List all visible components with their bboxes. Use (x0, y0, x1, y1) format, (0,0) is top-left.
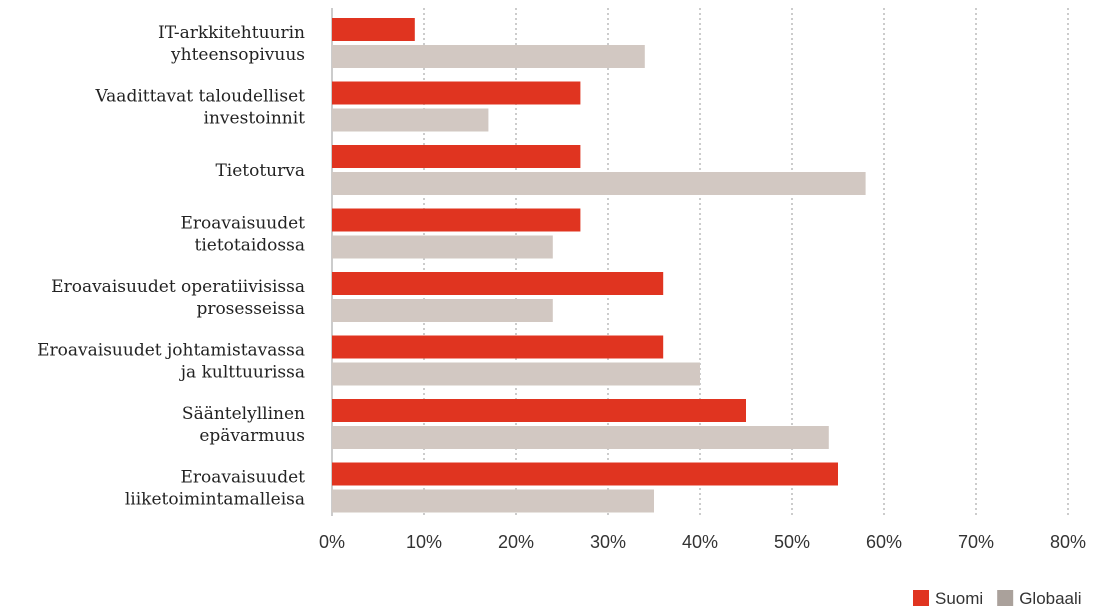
category-label-5-line-1: ja kulttuurissa (179, 363, 305, 383)
x-tick-label-20: 20% (498, 532, 534, 552)
bar-suomi-6 (332, 399, 746, 422)
x-tick-label-30: 30% (590, 532, 626, 552)
category-label-5-line-0: Eroavaisuudet johtamistavassa (37, 341, 305, 361)
bar-globaali-1 (332, 108, 489, 132)
x-tick-label-60: 60% (866, 532, 902, 552)
x-tick-label-80: 80% (1050, 532, 1086, 552)
x-tick-label-70: 70% (958, 532, 994, 552)
bar-globaali-7 (332, 489, 654, 513)
x-tick-label-0: 0% (319, 532, 345, 552)
category-label-4-line-1: prosesseissa (196, 299, 305, 319)
bar-suomi-4 (332, 272, 664, 295)
category-label-2-line-0: Tietoturva (215, 161, 305, 181)
category-label-3-line-0: Eroavaisuudet (181, 214, 306, 234)
bar-globaali-2 (332, 172, 866, 195)
category-label-6-line-0: Sääntelyllinen (182, 404, 305, 424)
legend-swatch-suomi (913, 590, 929, 606)
x-axis-ticks: 0% 10% 20% 30% 40% 50% 60% 70% 80% (319, 532, 1086, 552)
category-label-7-line-0: Eroavaisuudet (181, 468, 306, 488)
legend: Suomi Globaali (913, 589, 1082, 608)
bar-suomi-3 (332, 208, 581, 232)
bar-globaali-5 (332, 362, 700, 386)
bar-suomi-0 (332, 18, 415, 41)
category-label-0-line-0: IT-arkkitehtuurin (158, 23, 305, 43)
bar-suomi-7 (332, 462, 838, 486)
bar-suomi-1 (332, 81, 581, 105)
category-label-1-line-1: investoinnit (204, 109, 306, 129)
legend-label-globaali: Globaali (1019, 589, 1081, 608)
category-label-1-line-0: Vaadittavat taloudelliset (94, 87, 305, 107)
bar-suomi-5 (332, 335, 664, 359)
bars (332, 18, 866, 513)
bar-globaali-0 (332, 45, 645, 68)
category-label-6-line-1: epävarmuus (199, 426, 305, 446)
x-tick-label-10: 10% (406, 532, 442, 552)
bar-suomi-2 (332, 145, 581, 168)
category-label-7-line-1: liiketoimintamalleisa (125, 490, 305, 510)
category-label-3-line-1: tietotaidossa (195, 236, 306, 256)
x-tick-label-50: 50% (774, 532, 810, 552)
bar-globaali-4 (332, 299, 553, 322)
x-tick-label-40: 40% (682, 532, 718, 552)
bar-globaali-3 (332, 235, 553, 259)
legend-label-suomi: Suomi (935, 589, 983, 608)
category-label-4-line-0: Eroavaisuudet operatiivisissa (51, 277, 305, 297)
legend-swatch-globaali (997, 590, 1014, 606)
bar-globaali-6 (332, 426, 829, 449)
category-label-0-line-1: yhteensopivuus (170, 45, 305, 65)
